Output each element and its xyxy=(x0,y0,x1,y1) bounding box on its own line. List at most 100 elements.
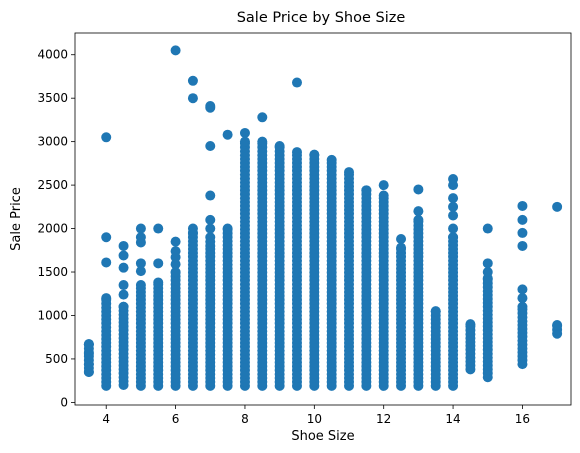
y-tick-label: 0 xyxy=(60,395,68,409)
data-point xyxy=(101,232,112,243)
data-point xyxy=(170,236,181,247)
data-point xyxy=(482,223,493,234)
data-point xyxy=(257,136,268,147)
data-point xyxy=(153,277,164,288)
data-point xyxy=(274,140,285,151)
data-point xyxy=(552,201,563,212)
data-point xyxy=(517,227,528,238)
data-point xyxy=(326,154,337,165)
data-point xyxy=(448,201,459,212)
y-tick-label: 4000 xyxy=(37,48,68,62)
data-point xyxy=(118,240,129,251)
data-point xyxy=(361,185,372,196)
data-point xyxy=(205,214,216,225)
data-point xyxy=(205,190,216,201)
data-point xyxy=(170,267,181,278)
data-point xyxy=(482,258,493,269)
data-point xyxy=(187,93,198,104)
data-point xyxy=(413,214,424,225)
data-point xyxy=(118,250,129,261)
data-point xyxy=(517,214,528,225)
x-tick-label: 12 xyxy=(376,412,391,426)
data-point xyxy=(118,262,129,273)
data-point xyxy=(465,319,476,330)
x-tick-label: 14 xyxy=(445,412,460,426)
x-axis-label: Shoe Size xyxy=(291,429,354,444)
data-point xyxy=(135,280,146,291)
data-point xyxy=(448,223,459,234)
data-point xyxy=(239,127,250,138)
data-point xyxy=(205,223,216,234)
x-axis-ticks: 4 6 8 10 12 14 16 xyxy=(102,405,530,426)
data-point xyxy=(187,75,198,86)
data-point xyxy=(222,223,233,234)
data-point xyxy=(135,266,146,277)
data-point xyxy=(101,132,112,143)
data-point xyxy=(257,112,268,123)
data-points xyxy=(83,45,563,391)
data-point xyxy=(83,366,94,377)
data-point xyxy=(291,147,302,158)
plot-area xyxy=(74,32,572,406)
data-point xyxy=(118,280,129,291)
data-point xyxy=(448,193,459,204)
data-point xyxy=(83,348,94,359)
data-point xyxy=(552,320,563,331)
data-point xyxy=(205,232,216,243)
data-point xyxy=(448,210,459,221)
data-point xyxy=(153,223,164,234)
data-point xyxy=(344,167,355,178)
data-point xyxy=(517,284,528,295)
y-tick-label: 2000 xyxy=(37,222,68,236)
data-point xyxy=(396,242,407,253)
data-point xyxy=(413,184,424,195)
data-point xyxy=(448,232,459,243)
data-point xyxy=(517,301,528,312)
y-axis-label: Sale Price xyxy=(9,187,24,251)
x-tick-label: 16 xyxy=(515,412,530,426)
axes-frame xyxy=(74,32,572,406)
y-tick-label: 500 xyxy=(45,352,68,366)
data-point xyxy=(205,140,216,151)
data-point xyxy=(153,258,164,269)
y-axis-ticks: 0 500 1000 1500 2000 2500 3000 3500 4000 xyxy=(37,48,75,409)
data-point xyxy=(101,293,112,304)
x-tick-label: 8 xyxy=(241,412,249,426)
data-point xyxy=(482,267,493,278)
data-point xyxy=(239,136,250,147)
data-point xyxy=(517,293,528,304)
chart-title: Sale Price by Shoe Size xyxy=(237,10,406,26)
data-point xyxy=(378,190,389,201)
data-point xyxy=(101,257,112,268)
data-point xyxy=(396,233,407,244)
y-tick-label: 3500 xyxy=(37,91,68,105)
data-point xyxy=(222,129,233,140)
data-point xyxy=(170,259,181,270)
data-point xyxy=(413,206,424,217)
data-point xyxy=(170,45,181,56)
data-point xyxy=(135,232,146,243)
data-point xyxy=(517,200,528,211)
data-point xyxy=(170,246,181,257)
y-tick-label: 1000 xyxy=(37,308,68,322)
data-point xyxy=(205,101,216,112)
data-point xyxy=(83,339,94,350)
y-tick-label: 1500 xyxy=(37,265,68,279)
x-tick-label: 4 xyxy=(102,412,110,426)
data-point xyxy=(430,306,441,317)
data-point xyxy=(378,180,389,191)
data-point xyxy=(448,174,459,185)
data-point xyxy=(291,77,302,88)
data-point xyxy=(309,149,320,160)
data-point xyxy=(118,301,129,312)
data-point xyxy=(135,258,146,269)
y-tick-label: 3000 xyxy=(37,135,68,149)
data-point xyxy=(135,223,146,234)
y-tick-label: 2500 xyxy=(37,178,68,192)
data-point xyxy=(83,359,94,370)
data-point xyxy=(517,240,528,251)
data-point xyxy=(118,289,129,300)
x-tick-label: 6 xyxy=(172,412,180,426)
data-point xyxy=(187,223,198,234)
